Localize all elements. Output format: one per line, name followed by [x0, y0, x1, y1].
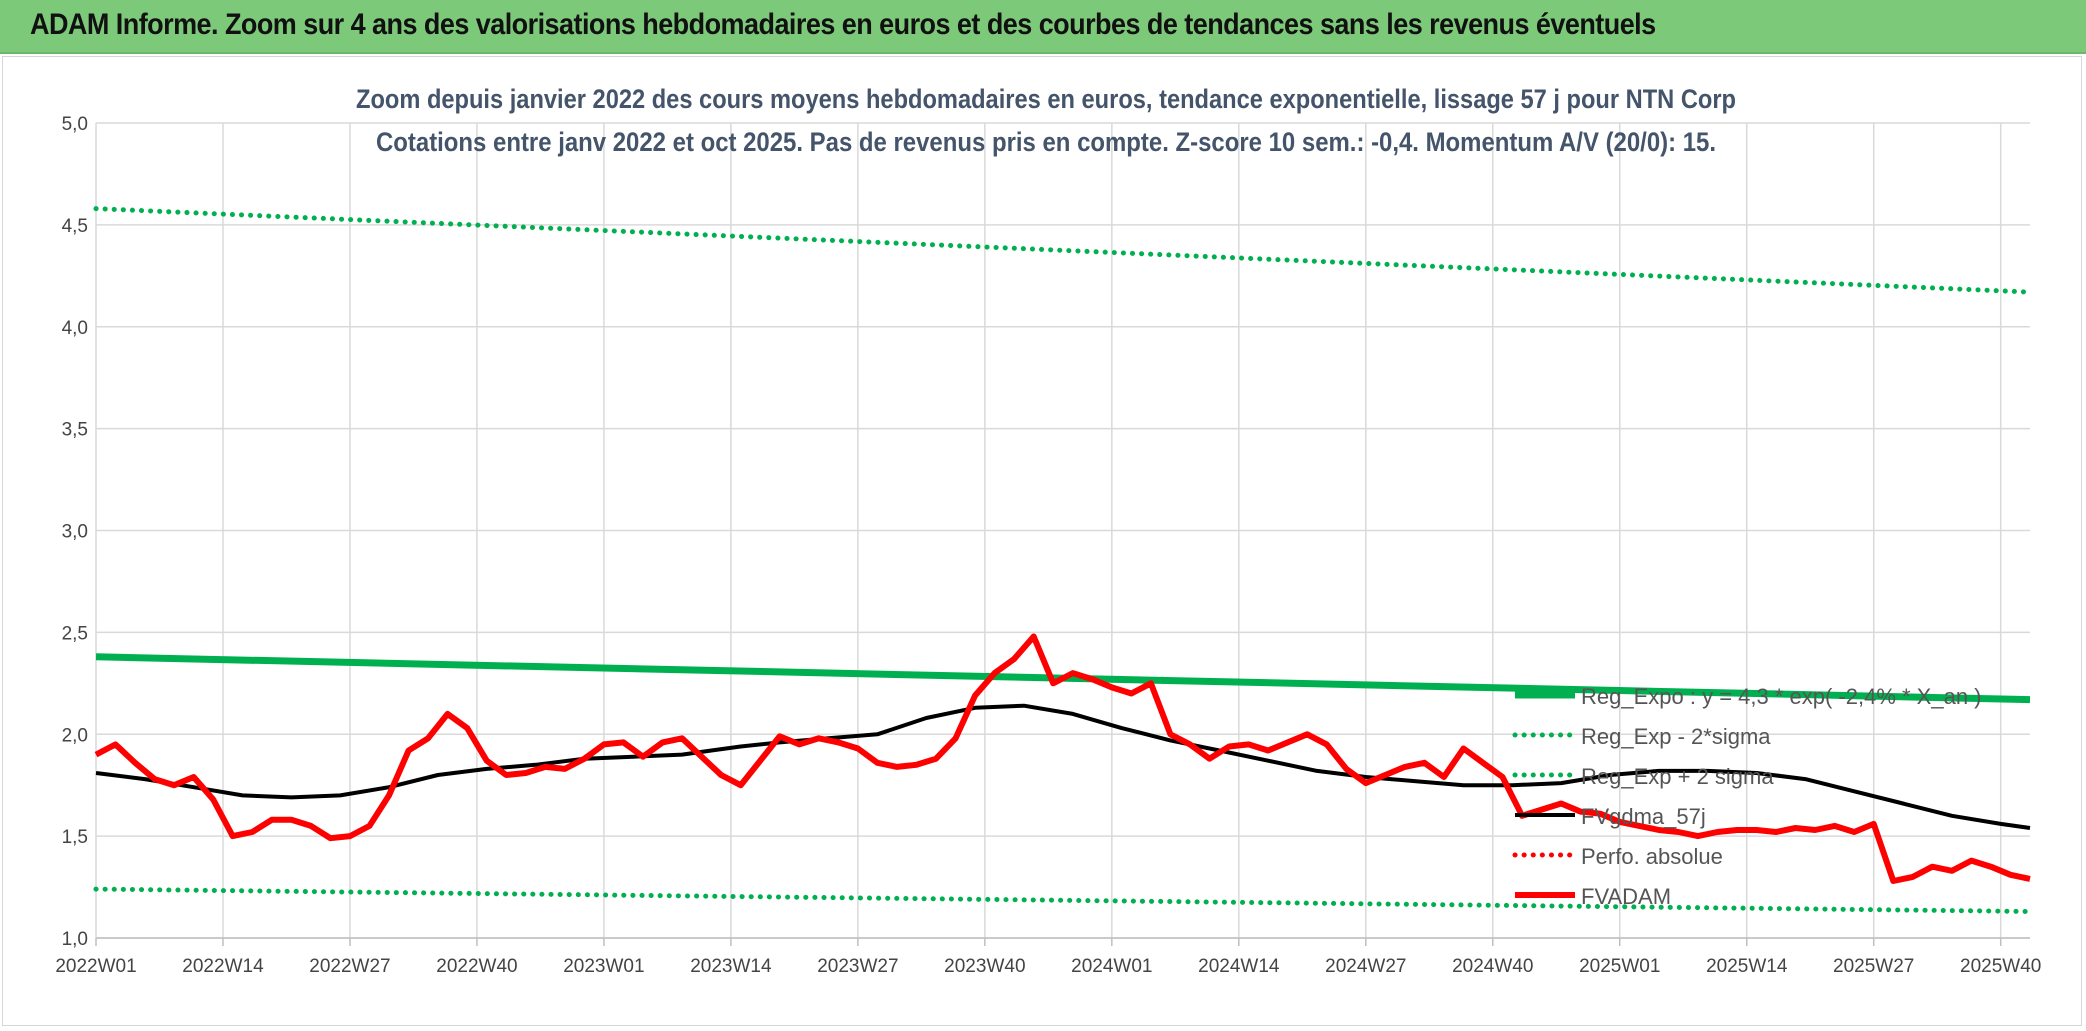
x-tick-label: 2025W14 [1706, 956, 1788, 977]
series-line-fvadam [94, 633, 2031, 884]
y-tick-label: 2,5 [62, 623, 88, 644]
series-line-reg_exp [93, 886, 2033, 914]
y-tick-label: 4,0 [62, 318, 88, 339]
legend-label: Perfo. absolue [1581, 844, 1723, 869]
y-tick-label: 4,5 [62, 216, 88, 237]
x-tick-label: 2025W01 [1579, 956, 1660, 977]
chart-series [93, 206, 2033, 914]
legend-label: Reg_Expo : y = 4,3 * exp( -2,4% * X_an ) [1581, 684, 1982, 709]
chart-subtitle: Cotations entre janv 2022 et oct 2025. P… [376, 127, 1716, 157]
x-tick-label: 2022W14 [182, 956, 264, 977]
x-tick-label: 2022W27 [309, 956, 390, 977]
y-tick-label: 3,0 [62, 522, 88, 543]
y-tick-label: 5,0 [62, 114, 88, 135]
legend-label: FVgdma_57j [1581, 804, 1706, 829]
x-tick-label: 2025W40 [1960, 956, 2041, 977]
x-tick-label: 2023W27 [817, 956, 898, 977]
legend-label: FVADAM [1581, 884, 1671, 909]
x-tick-label: 2022W40 [436, 956, 517, 977]
x-tick-label: 2023W40 [944, 956, 1025, 977]
x-tick-label: 2024W01 [1071, 956, 1152, 977]
chart-frame [2, 56, 2082, 1026]
report-title: ADAM Informe. Zoom sur 4 ans des valoris… [30, 8, 1656, 41]
x-tick-label: 2022W01 [55, 956, 136, 977]
x-tick-label: 2024W27 [1325, 956, 1406, 977]
y-tick-label: 2,0 [62, 725, 88, 746]
series-line-reg_exp [93, 206, 2033, 295]
chart-title: Zoom depuis janvier 2022 des cours moyen… [356, 84, 1736, 114]
x-tick-label: 2024W14 [1198, 956, 1280, 977]
x-tick-label: 2023W14 [690, 956, 772, 977]
x-tick-label: 2025W27 [1833, 956, 1914, 977]
legend-label: Reg_Exp + 2 sigma [1581, 764, 1774, 789]
y-tick-label: 1,5 [62, 827, 88, 848]
y-tick-label: 1,0 [62, 929, 88, 950]
x-tick-label: 2023W01 [563, 956, 644, 977]
chart-legend: Reg_Expo : y = 4,3 * exp( -2,4% * X_an )… [1512, 684, 1982, 909]
legend-label: Reg_Exp - 2*sigma [1581, 724, 1771, 749]
chart-grid [95, 122, 2030, 946]
y-axis: 1,0 1,5 2,0 2,5 3,0 3,5 4,0 4,5 5,0 [62, 114, 88, 950]
x-axis: 2022W01 2022W14 2022W27 2022W40 2023W01 2023W… [55, 956, 2041, 977]
y-tick-label: 3,5 [62, 420, 88, 441]
report-banner: ADAM Informe. Zoom sur 4 ans des valoris… [0, 0, 2086, 54]
x-tick-label: 2024W40 [1452, 956, 1533, 977]
series-line-fvgdma_57j [95, 703, 2031, 830]
